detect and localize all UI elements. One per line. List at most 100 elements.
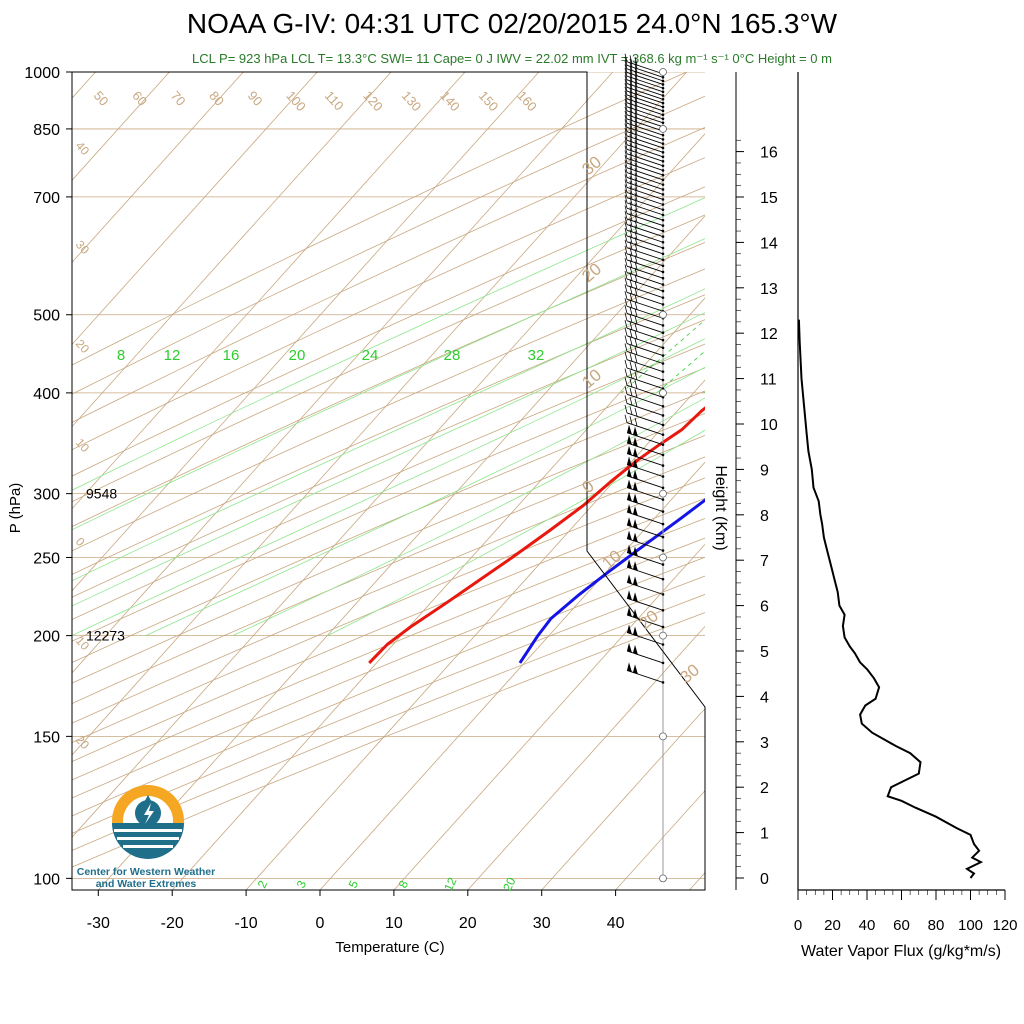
wind-barb-flag [634, 398, 638, 407]
mixing-ratio-line [790, 72, 1024, 393]
dry-adiabat [72, 367, 705, 642]
wind-barb-flag [624, 75, 628, 84]
wind-barb-flag [634, 148, 638, 158]
wind-barb-flag [629, 191, 633, 200]
wind-barb-flag [624, 194, 628, 203]
isotherm-line [467, 625, 705, 890]
wind-barb-flag [634, 135, 638, 144]
isotherm-line [72, 72, 614, 674]
wind-barb-dot [661, 346, 665, 350]
wind-barb-pennant [627, 517, 632, 528]
wind-barb-flag [629, 175, 633, 185]
wind-barb-flag [634, 187, 638, 196]
wind-barb-flag [624, 106, 628, 115]
wind-barb-dot [661, 193, 665, 196]
wind-barb [626, 79, 664, 93]
wind-barb-dot [661, 133, 665, 137]
wind-barb-flag [629, 306, 633, 316]
wind-barb-flag [624, 264, 628, 273]
wind-barb-flag [634, 182, 638, 191]
temperature-tick-label: 10 [385, 915, 403, 932]
wind-barb-flag [624, 327, 628, 336]
wind-barb [626, 162, 664, 176]
isotherm-label: 120 [360, 88, 386, 114]
wind-barb-pennant [633, 506, 638, 517]
wind-barb-dot [661, 213, 665, 217]
wind-barb-pennant [633, 626, 638, 637]
wind-barb-pennant [633, 644, 638, 655]
theta-label: 20 [578, 259, 605, 286]
wind-barb [626, 422, 664, 436]
wind-barb-flag [634, 287, 638, 296]
dry-adiabat [72, 294, 705, 575]
y-axis-label: P (hPa) [7, 483, 24, 534]
wind-barb-flag [634, 363, 638, 372]
mixing-ratio-line [863, 72, 1024, 393]
wind-barb-dot [661, 443, 665, 446]
wind-barb-flag [629, 299, 633, 308]
dry-adiabat [72, 575, 705, 834]
pressure-tick-label: 300 [33, 487, 60, 504]
wind-barb [626, 102, 664, 116]
wind-level-marker [659, 631, 667, 640]
dry-adiabat [72, 517, 705, 781]
wind-barb [626, 181, 664, 195]
wind-barb-flag [629, 142, 633, 151]
wind-barb [626, 581, 664, 595]
wind-barb-flag [624, 184, 628, 193]
wind-barb-pennant [627, 479, 632, 490]
wind-barb-flag [634, 192, 638, 201]
wind-barb-dot [661, 208, 665, 211]
wind-barb [626, 144, 664, 158]
wind-barb-flag [624, 277, 628, 286]
isotherm-label: 20 [73, 337, 93, 357]
wind-barb [626, 320, 664, 334]
mixing-ratio-label: 20 [289, 347, 306, 364]
wind-barb-flag [634, 197, 638, 207]
wind-barb-dot [661, 289, 665, 293]
temperature-line [368, 406, 705, 664]
isotherm-label: 90 [245, 88, 266, 109]
wind-barb-pennant [627, 491, 632, 502]
wind-barb-dot [661, 75, 665, 79]
wind-barb [626, 285, 664, 299]
wind-barb-flag [624, 154, 628, 164]
dry-adiabat [72, 95, 705, 395]
temperature-tick-label: -20 [161, 915, 184, 932]
isotherm-line [72, 72, 318, 346]
wind-barb [626, 157, 664, 171]
pressure-tick-label: 1000 [24, 65, 60, 82]
wind-barb [626, 122, 664, 136]
wind-barb-dot [661, 625, 665, 629]
wind-barb-pennant [633, 576, 638, 587]
wind-barb-dot [661, 276, 665, 280]
wind-barb-dot [661, 235, 665, 238]
wind-barb-dot [661, 404, 665, 408]
wind-barb-pennant [633, 469, 638, 480]
cw3e-logo-icon [112, 785, 184, 859]
wind-barb-flag [624, 123, 628, 132]
wind-barb-flag [624, 102, 628, 111]
wind-barb [626, 61, 664, 75]
wind-barb-dot [661, 433, 665, 436]
chart-title: NOAA G-IV: 04:31 UTC 02/20/2015 24.0°N 1… [186, 8, 838, 39]
wind-barb-flag [624, 115, 628, 124]
wind-barb-flag [624, 270, 628, 280]
isotherm-line [72, 133, 705, 838]
wind-barb-flag [624, 414, 628, 423]
wind-barb-flag [624, 386, 628, 395]
wind-barb [626, 412, 664, 426]
wind-barb-dot [661, 146, 665, 150]
wind-barb-flag [634, 417, 638, 426]
isotherm-line [171, 297, 705, 890]
wind-barb-pennant [627, 606, 632, 617]
mixing-ratio-label: 3 [294, 878, 310, 890]
wind-barb-dot [661, 549, 665, 552]
isotherm-label: 30 [73, 238, 93, 258]
wind-barb [626, 98, 664, 112]
wind-barb [626, 376, 664, 389]
wind-barb-pennant [627, 590, 632, 601]
wind-barb-pennant [633, 436, 638, 447]
wind-barb-dot [661, 252, 665, 256]
